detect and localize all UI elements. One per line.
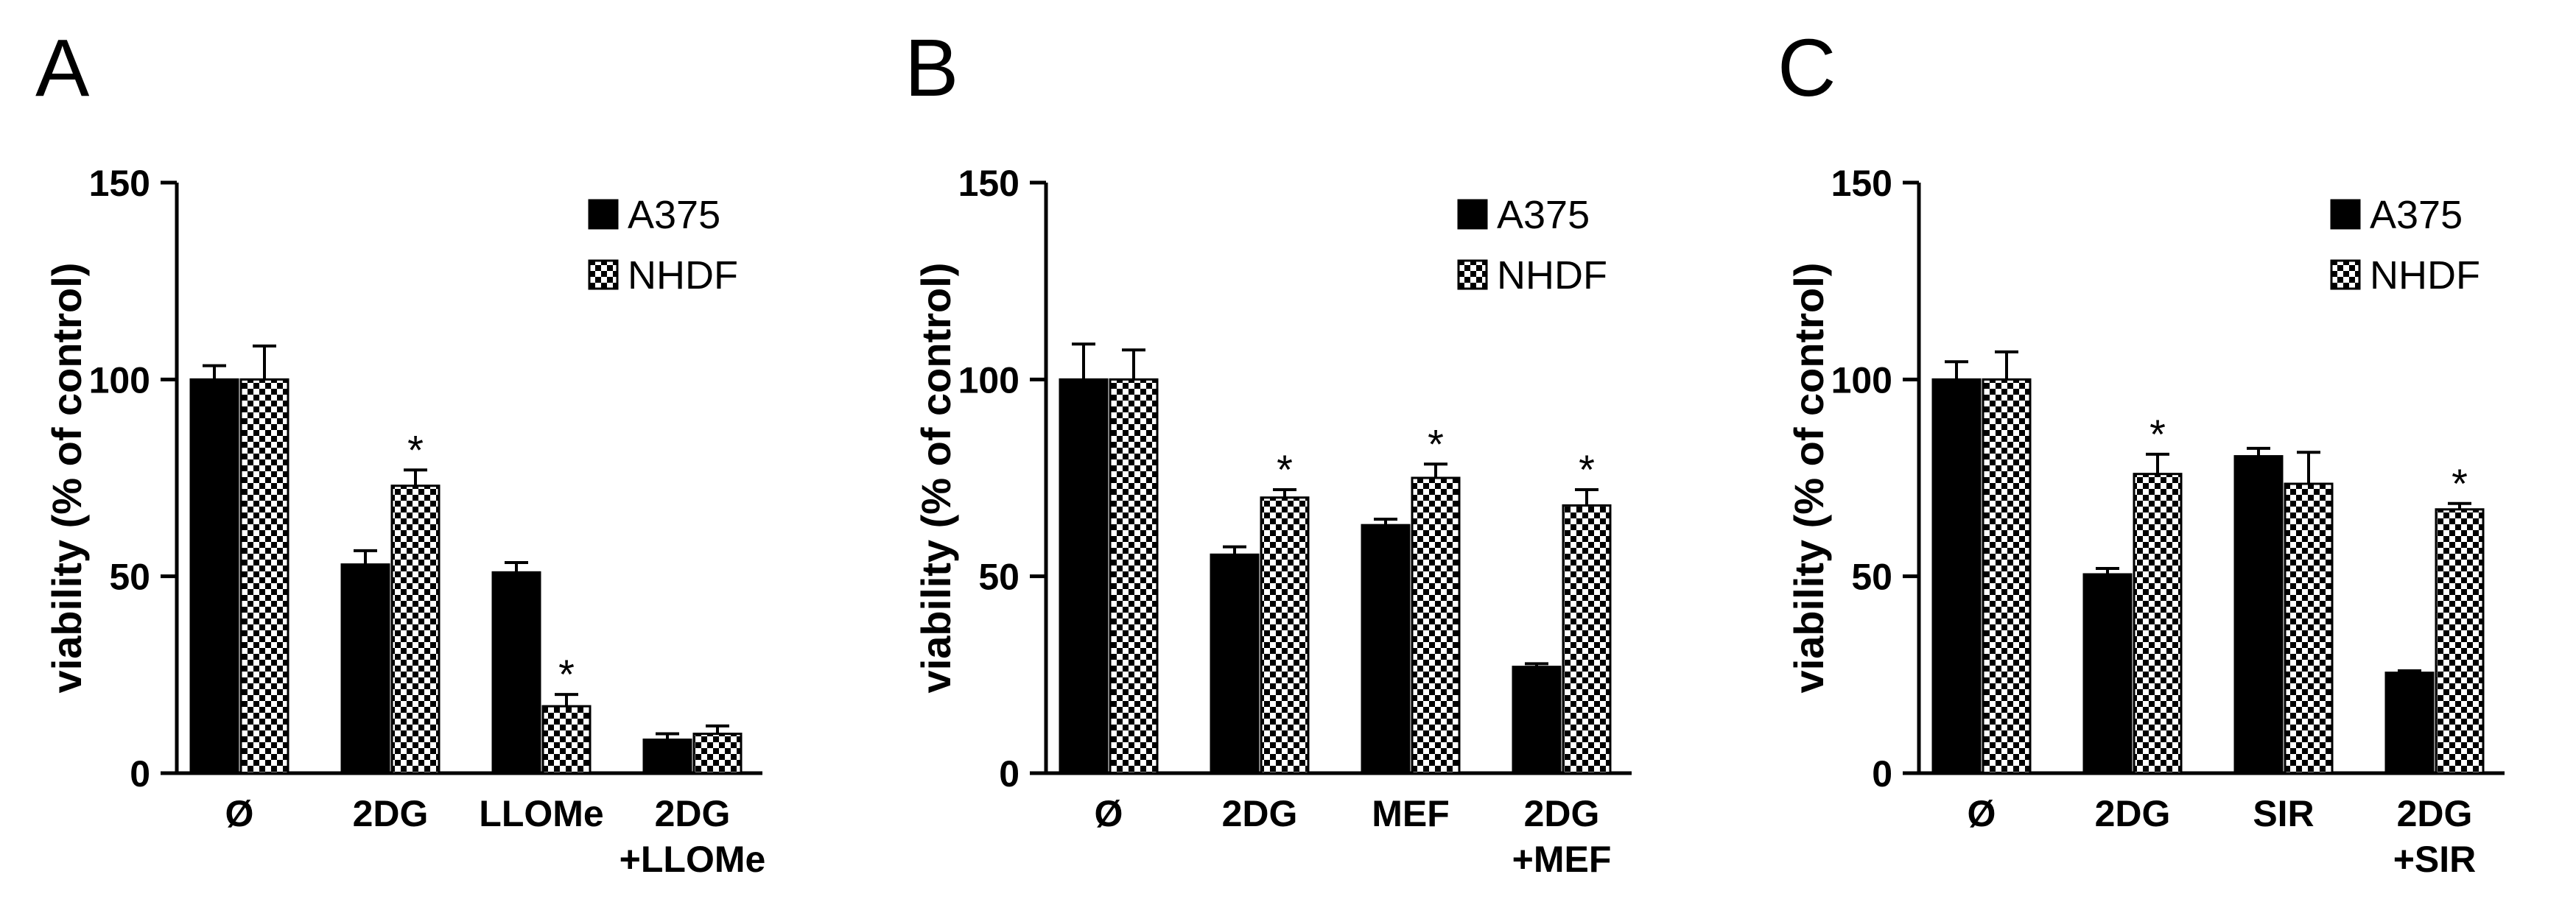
panel-letter: C bbox=[1777, 23, 1836, 113]
bar-nhdf bbox=[1260, 496, 1310, 775]
y-tick-label: 0 bbox=[1872, 753, 1892, 795]
y-tick-label: 100 bbox=[89, 359, 150, 401]
y-tick-label: 0 bbox=[130, 753, 150, 795]
y-tick-label: 100 bbox=[1831, 359, 1892, 401]
legend-swatch-a375 bbox=[2330, 199, 2361, 230]
bar-a375 bbox=[1210, 553, 1260, 775]
bar-nhdf bbox=[390, 485, 441, 775]
bar-a375 bbox=[189, 378, 239, 775]
bar-nhdf bbox=[2133, 473, 2183, 775]
legend-swatch-nhdf bbox=[588, 259, 619, 290]
bar-nhdf bbox=[1411, 476, 1461, 775]
bar-a375 bbox=[1361, 524, 1411, 775]
x-category-label: 2DG bbox=[2397, 793, 2473, 834]
bar-nhdf bbox=[2284, 482, 2334, 775]
y-tick-label: 150 bbox=[958, 163, 1019, 204]
bar-a375 bbox=[340, 563, 390, 775]
bar-nhdf bbox=[1982, 378, 2032, 775]
bar-nhdf bbox=[1562, 504, 1612, 775]
bar-a375 bbox=[2082, 573, 2133, 775]
y-axis-title: viability (% of control) bbox=[43, 263, 90, 694]
legend-label-nhdf: NHDF bbox=[628, 253, 738, 297]
significance-star: * bbox=[407, 426, 424, 473]
legend-label-nhdf: NHDF bbox=[1497, 253, 1607, 297]
significance-star: * bbox=[2452, 460, 2468, 507]
x-category-label: LLOMe bbox=[479, 793, 603, 834]
y-axis-title: viability (% of control) bbox=[913, 263, 959, 694]
significance-star: * bbox=[1579, 446, 1595, 493]
x-category-label: 2DG bbox=[2095, 793, 2171, 834]
x-category-label: Ø bbox=[1968, 793, 1996, 834]
significance-star: * bbox=[558, 651, 575, 697]
x-category-label: Ø bbox=[225, 793, 254, 834]
legend-swatch-nhdf bbox=[2330, 259, 2361, 290]
x-category-label: 2DG bbox=[353, 793, 429, 834]
significance-star: * bbox=[1277, 446, 1293, 493]
legend-swatch-a375 bbox=[1457, 199, 1488, 230]
x-category-label: MEF bbox=[1372, 793, 1450, 834]
panel-letter: A bbox=[35, 23, 90, 113]
legend-label-a375: A375 bbox=[628, 193, 720, 237]
bar-nhdf bbox=[1109, 378, 1159, 775]
legend-label-nhdf: NHDF bbox=[2370, 253, 2480, 297]
x-category-label: 2DG bbox=[1222, 793, 1298, 834]
x-category-label: Ø bbox=[1095, 793, 1123, 834]
bar-a375 bbox=[2233, 455, 2284, 775]
y-tick-label: 150 bbox=[1831, 163, 1892, 204]
y-tick-label: 0 bbox=[999, 753, 1019, 795]
y-axis-title: viability (% of control) bbox=[1786, 263, 1832, 694]
bar-nhdf bbox=[692, 733, 743, 775]
bar-a375 bbox=[1931, 378, 1982, 775]
significance-star: * bbox=[2149, 411, 2166, 457]
panel-letter: B bbox=[905, 23, 958, 113]
legend-swatch-a375 bbox=[588, 199, 619, 230]
x-category-label: 2DG bbox=[655, 793, 731, 834]
legend-label-a375: A375 bbox=[2370, 193, 2463, 237]
y-tick-label: 100 bbox=[958, 359, 1019, 401]
legend-swatch-nhdf bbox=[1457, 259, 1488, 290]
bar-a375 bbox=[1512, 666, 1562, 775]
x-category-label: 2DG bbox=[1524, 793, 1600, 834]
x-category-label: SIR bbox=[2253, 793, 2314, 834]
bar-a375 bbox=[2384, 672, 2435, 775]
x-category-label: +LLOMe bbox=[620, 839, 766, 880]
legend-label-a375: A375 bbox=[1497, 193, 1590, 237]
x-category-label: +SIR bbox=[2393, 839, 2477, 880]
bar-nhdf bbox=[541, 705, 592, 775]
x-category-label: +MEF bbox=[1512, 839, 1612, 880]
y-tick-label: 150 bbox=[89, 163, 150, 204]
y-tick-label: 50 bbox=[1851, 557, 1892, 598]
y-tick-label: 50 bbox=[978, 557, 1019, 598]
bar-a375 bbox=[642, 739, 692, 775]
y-tick-label: 50 bbox=[109, 557, 150, 598]
significance-star: * bbox=[1428, 420, 1444, 467]
bar-nhdf bbox=[239, 378, 289, 775]
bar-a375 bbox=[491, 571, 541, 775]
bar-a375 bbox=[1059, 378, 1109, 775]
bar-nhdf bbox=[2435, 508, 2485, 775]
